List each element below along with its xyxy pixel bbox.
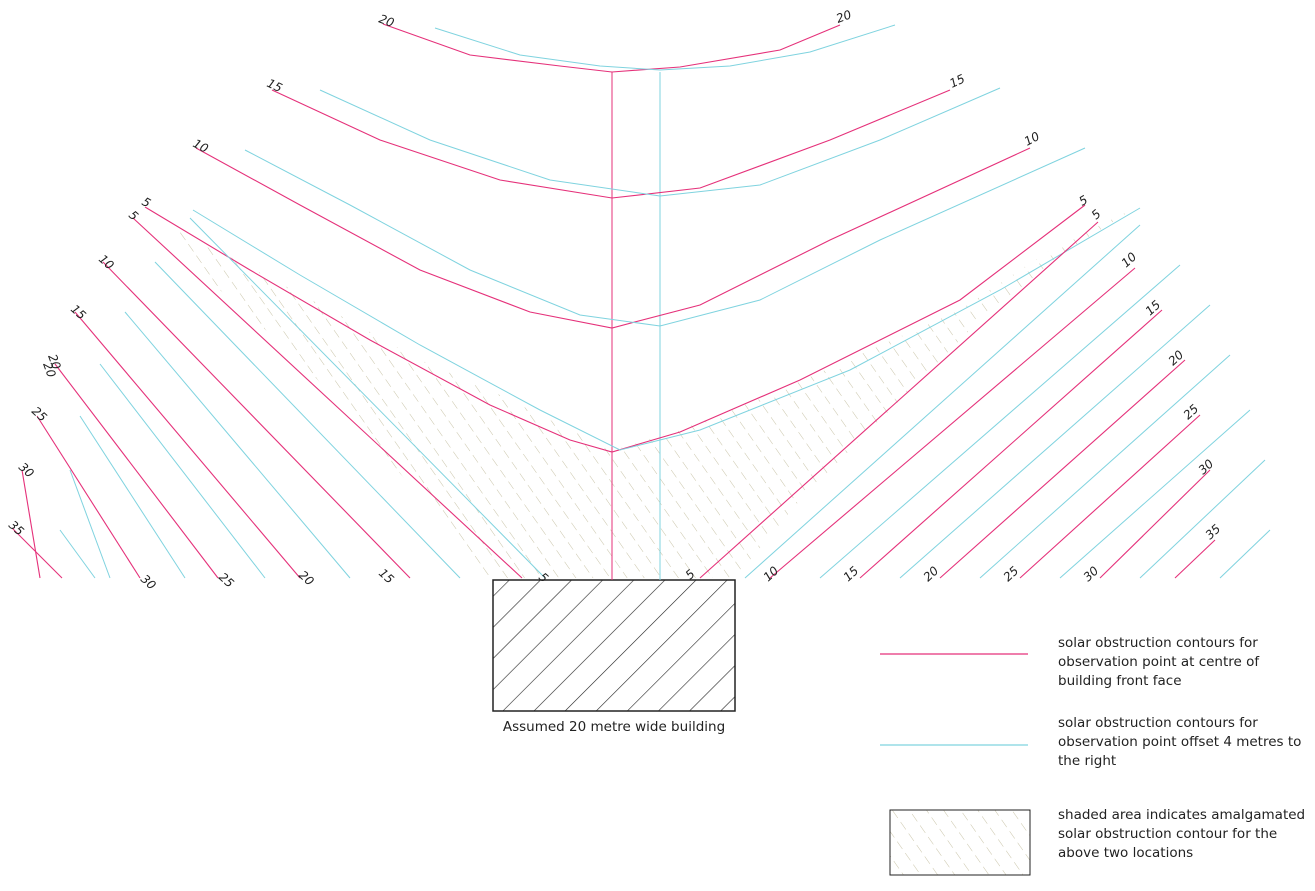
- legend-offset-text: solar obstruction contours for observati…: [1058, 715, 1302, 769]
- left-primary-contours: [11, 217, 523, 579]
- amalgamated-shaded-area: [170, 208, 1135, 578]
- legend-shaded-swatch: [889, 809, 1031, 876]
- upper-primary-contours: [144, 23, 1086, 453]
- label-upper-left-10: 10: [191, 136, 211, 156]
- label-right-25: 25: [1181, 402, 1202, 423]
- contour-labels: 20 15 10 5 20 15 10 5 5 10 15 20 20 25 3…: [6, 7, 1223, 592]
- label-bottom-15b: 15: [841, 564, 862, 585]
- label-right-20: 20: [1166, 347, 1187, 368]
- label-upper-right-20: 20: [834, 7, 853, 26]
- label-bottom-20: 20: [296, 568, 317, 589]
- label-upper-left-15: 15: [265, 76, 285, 95]
- contour-20-offset: [434, 24, 896, 71]
- label-bottom-20b: 20: [921, 563, 942, 584]
- label-left-20a: 20: [45, 352, 64, 371]
- label-right-35: 35: [1203, 522, 1224, 543]
- contour-15-primary: [271, 89, 951, 199]
- label-upper-right-10: 10: [1022, 129, 1042, 149]
- contour-20-primary: [382, 23, 841, 73]
- contour-10-offset: [244, 147, 1086, 327]
- label-left-30: 30: [16, 460, 37, 481]
- label-right-5: 5: [1089, 207, 1104, 223]
- label-right-10: 10: [1119, 249, 1140, 270]
- contour-10-primary: [195, 147, 1031, 329]
- label-left-20b: 20: [40, 360, 59, 379]
- label-bottom-30: 30: [138, 572, 159, 593]
- label-bottom-15a: 15: [376, 566, 397, 587]
- label-left-25: 25: [29, 404, 50, 425]
- contour-5-offset: [192, 207, 1141, 451]
- label-upper-right-15: 15: [947, 72, 967, 91]
- building-footprint: [492, 579, 736, 712]
- label-bottom-25: 25: [216, 570, 237, 591]
- contour-5-primary: [144, 204, 1086, 453]
- label-left-10: 10: [96, 252, 117, 273]
- label-left-5: 5: [126, 208, 141, 224]
- right-primary-contours: [699, 221, 1216, 579]
- building-caption: Assumed 20 metre wide building: [502, 719, 726, 735]
- label-upper-right-5: 5: [1077, 193, 1091, 209]
- contour-15-offset: [319, 87, 1001, 197]
- label-left-35: 35: [6, 518, 27, 539]
- label-bottom-25b: 25: [1001, 564, 1022, 585]
- legend-primary-text: solar obstruction contours for observati…: [1058, 635, 1260, 689]
- legend-shaded-text: shaded area indicates amalgamated solar …: [1058, 807, 1306, 861]
- label-left-15: 15: [68, 302, 89, 323]
- right-offset-contours: [744, 224, 1271, 579]
- left-offset-contours: [59, 217, 546, 579]
- label-upper-left-20: 20: [377, 12, 396, 31]
- upper-offset-contours: [192, 24, 1141, 451]
- label-right-15: 15: [1143, 298, 1164, 319]
- label-bottom-30b: 30: [1081, 563, 1102, 584]
- label-bottom-10: 10: [761, 563, 782, 584]
- label-upper-left-5: 5: [140, 194, 154, 210]
- label-right-30: 30: [1196, 456, 1217, 477]
